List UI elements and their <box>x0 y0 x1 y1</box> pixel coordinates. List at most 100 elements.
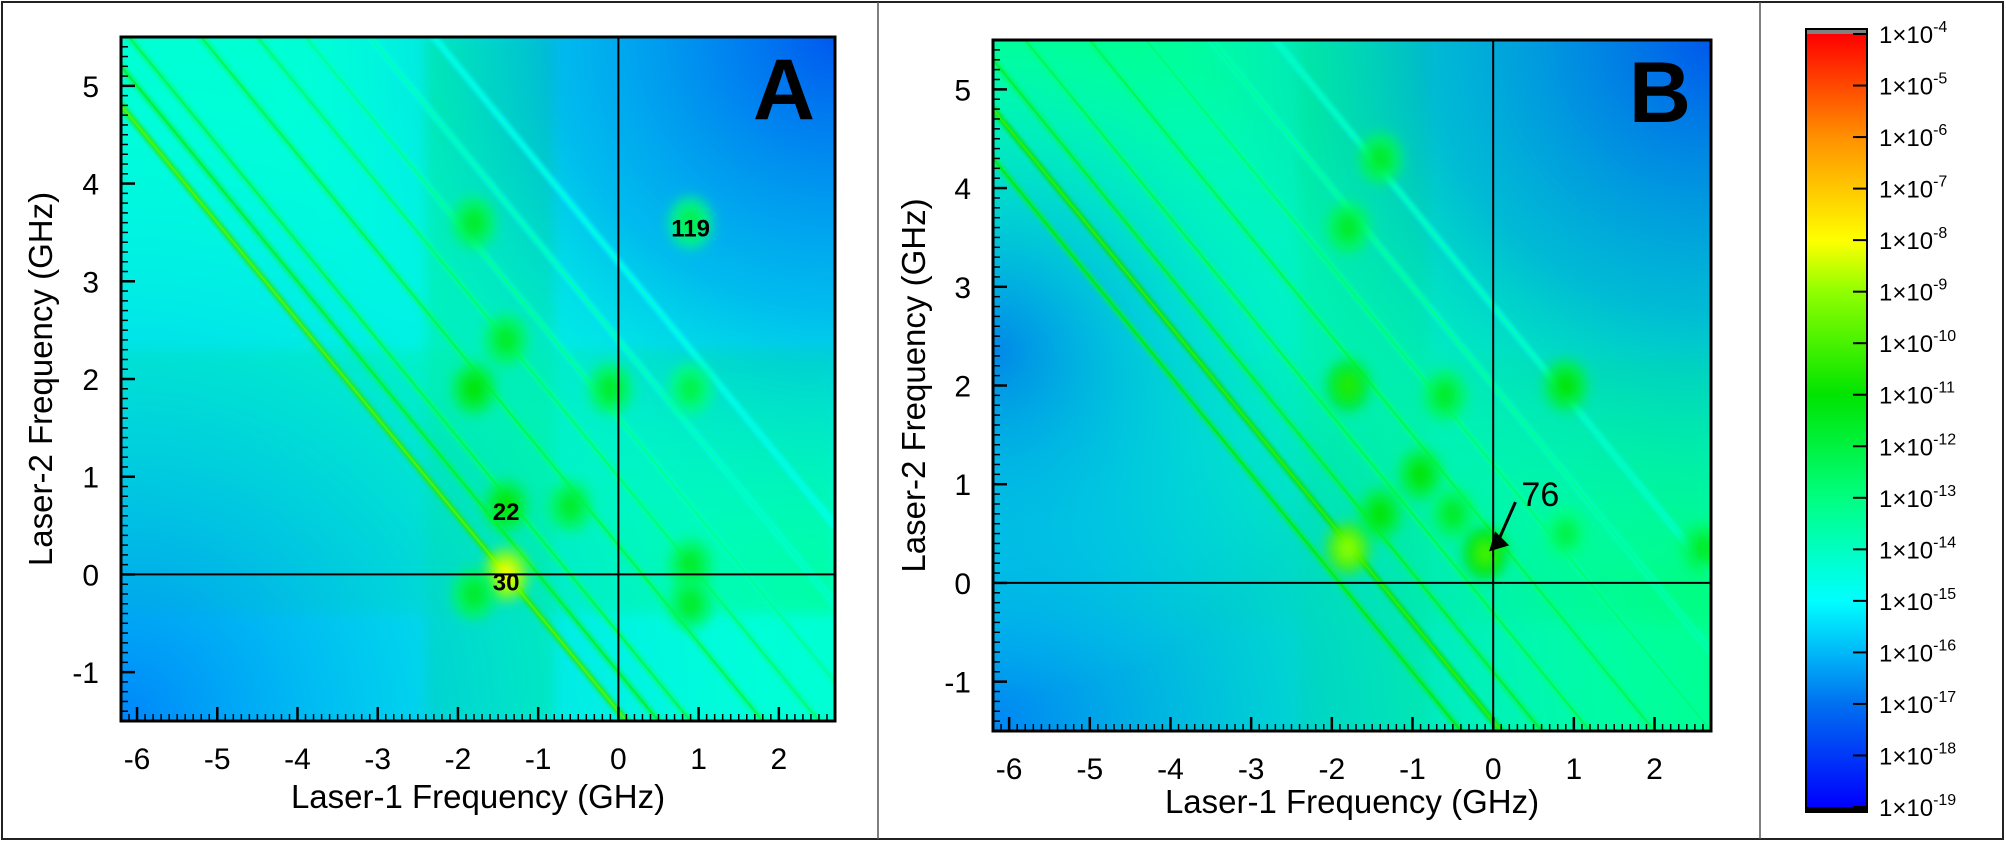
colorbar-tick-label: 1×10-19 <box>1879 792 1956 822</box>
colorbar-tick-base: 1×10 <box>1879 434 1933 461</box>
heatmap-hotspot <box>1691 534 1711 563</box>
y-tick-label: 1 <box>82 462 99 495</box>
colorbar-tick-base: 1×10 <box>1879 640 1933 667</box>
colorbar-tick-exponent: -18 <box>1933 740 1956 757</box>
heatmap-diagonal <box>256 37 821 721</box>
heatmap-hotspot <box>1554 371 1577 400</box>
colorbar-tick-base: 1×10 <box>1879 74 1933 101</box>
colorbar-over-band <box>1806 29 1867 34</box>
panel-b: -6 -5 -4 -3 -2 -1 0 1 2 -1 0 1 2 3 4 5 Laser-1 Frequency… <box>895 38 1713 820</box>
heatmap-hotspot <box>1409 460 1432 489</box>
heatmap-diagonal <box>993 58 1543 731</box>
panel-label: B <box>1629 45 1691 141</box>
heatmap-hotspot <box>679 374 702 403</box>
heatmap-hotspot <box>1369 144 1392 173</box>
x-tick-label: -1 <box>1399 753 1426 786</box>
colorbar-frame <box>1805 28 1868 813</box>
colorbar-tick-label: 1×10-8 <box>1879 225 1947 255</box>
y-tick-label: -1 <box>944 667 971 700</box>
colorbar-tick-base: 1×10 <box>1879 22 1933 49</box>
y-tick-label: -1 <box>72 657 99 690</box>
heatmap-diagonal <box>368 37 835 606</box>
heatmap-hotspot <box>1433 381 1456 410</box>
x-tick-label: 2 <box>1646 753 1663 786</box>
colorbar-tick-base: 1×10 <box>1879 537 1933 564</box>
colorbar-tick-base: 1×10 <box>1879 383 1933 410</box>
heatmap-diagonal <box>1088 40 1656 731</box>
heatmap-hotspot <box>679 589 702 618</box>
heatmap-hotspot <box>1336 213 1359 242</box>
colorbar-tick-base: 1×10 <box>1879 589 1933 616</box>
annotation-label: 30 <box>493 569 520 596</box>
heatmap-hotspot <box>1336 534 1359 563</box>
annotation-label: 22 <box>493 499 520 526</box>
colorbar-tick-base: 1×10 <box>1879 228 1933 255</box>
colorbar-tick-base: 1×10 <box>1879 177 1933 204</box>
y-tick-label: 4 <box>954 173 971 206</box>
heatmap-diagonal <box>432 37 835 528</box>
x-tick-label: 1 <box>1566 753 1583 786</box>
heatmap-diagonal <box>1023 40 1592 731</box>
colorbar-gradient <box>1806 34 1867 807</box>
colorbar-tick-base: 1×10 <box>1879 125 1933 152</box>
colorbar-tick-exponent: -11 <box>1933 380 1955 397</box>
colorbar-tick-exponent: -17 <box>1933 689 1956 706</box>
panel-a: -6 -5 -4 -3 -2 -1 0 1 2 -1 0 1 2 3 4 5 Laser-1 Frequency… <box>22 35 837 815</box>
heatmap-diagonal <box>993 107 1503 731</box>
colorbar-tick-base: 1×10 <box>1879 486 1933 513</box>
colorbar-under-band <box>1806 807 1867 812</box>
x-tick-label: -4 <box>284 743 311 776</box>
heatmap-hotspot <box>679 208 702 237</box>
colorbar-tick-label: 1×10-4 <box>1879 19 1947 49</box>
colorbar-tick-label: 1×10-10 <box>1879 328 1956 358</box>
x-tick-label: -3 <box>1238 753 1265 786</box>
heatmap-hotspot <box>495 325 518 354</box>
colorbar-tick-label: 1×10-16 <box>1879 637 1956 667</box>
colorbar-tick-label: 1×10-14 <box>1879 534 1956 564</box>
y-tick-label: 2 <box>82 364 99 397</box>
arrowhead-icon <box>1489 531 1510 552</box>
heatmap-hotspot <box>462 579 485 608</box>
y-tick-label: 0 <box>82 559 99 592</box>
heatmap-diagonal <box>127 37 692 721</box>
colorbar: 1×10-41×10-51×10-61×10-71×10-81×10-91×10… <box>1805 19 1956 822</box>
x-tick-label: -4 <box>1157 753 1184 786</box>
colorbar-tick-exponent: -12 <box>1933 431 1956 448</box>
heatmap-diagonal <box>121 103 628 721</box>
x-axis-label: Laser-1 Frequency (GHz) <box>1165 783 1539 820</box>
colorbar-tick-base: 1×10 <box>1879 280 1933 307</box>
x-tick-label: 1 <box>690 743 707 776</box>
colorbar-tick-label: 1×10-6 <box>1879 122 1947 152</box>
y-tick-label: 2 <box>954 371 971 404</box>
heatmap-hotspot <box>495 492 518 521</box>
colorbar-tick-base: 1×10 <box>1879 692 1933 719</box>
colorbar-tick-exponent: -4 <box>1933 19 1947 36</box>
heatmap-hotspot <box>462 374 485 403</box>
colorbar-tick-label: 1×10-11 <box>1879 380 1955 410</box>
x-tick-label: -5 <box>204 743 231 776</box>
x-tick-label: 0 <box>610 743 627 776</box>
heatmap-hotspot <box>1474 539 1497 568</box>
colorbar-tick-exponent: -8 <box>1933 225 1947 242</box>
colorbar-tick-base: 1×10 <box>1879 331 1933 358</box>
colorbar-tick-exponent: -15 <box>1933 586 1956 603</box>
y-tick-label: 3 <box>82 266 99 299</box>
panel-label: A <box>753 42 815 138</box>
colorbar-tick-exponent: -7 <box>1933 174 1947 191</box>
colorbar-tick-label: 1×10-15 <box>1879 586 1956 616</box>
annotation-label: 119 <box>671 216 710 243</box>
colorbar-tick-exponent: -13 <box>1933 483 1956 500</box>
x-tick-label: -3 <box>364 743 391 776</box>
x-tick-label: 0 <box>1485 753 1502 786</box>
y-axis-label: Laser-2 Frequency (GHz) <box>22 192 59 566</box>
x-tick-label: -6 <box>996 753 1023 786</box>
y-axis-label: Laser-2 Frequency (GHz) <box>895 198 932 572</box>
colorbar-tick-exponent: -9 <box>1933 277 1947 294</box>
heatmap <box>121 37 835 721</box>
colorbar-tick-exponent: -10 <box>1933 328 1956 345</box>
y-tick-label: 1 <box>954 469 971 502</box>
heatmap-hotspot <box>679 550 702 579</box>
colorbar-tick-exponent: -6 <box>1933 122 1947 139</box>
